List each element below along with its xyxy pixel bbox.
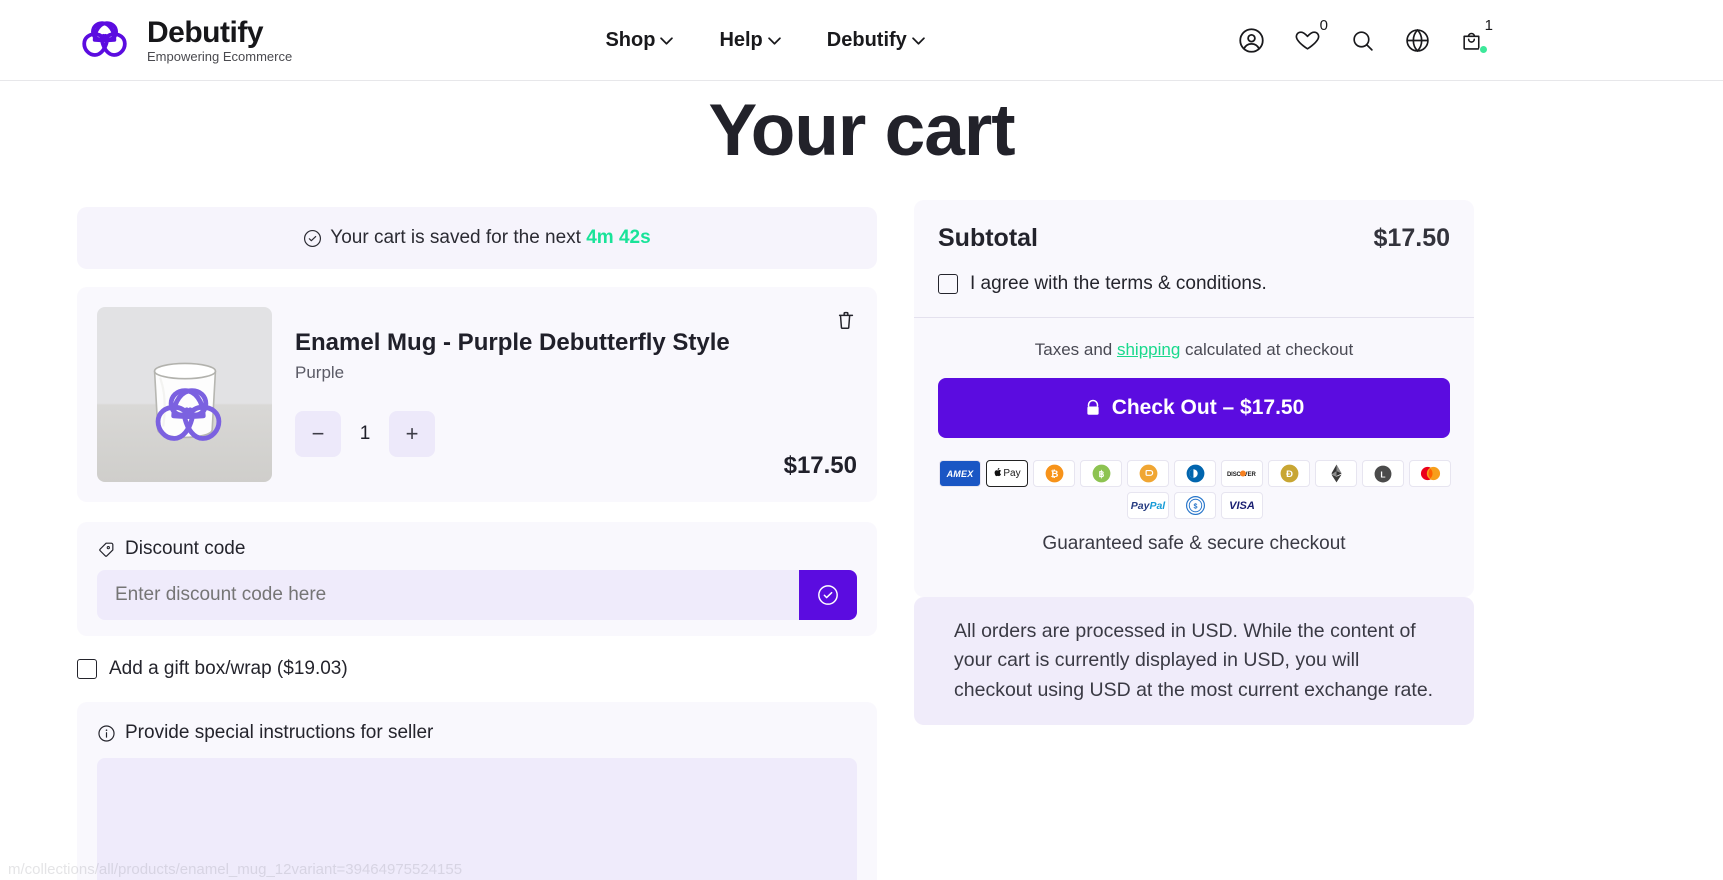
svg-text:₿: ₿ <box>1050 469 1058 480</box>
svg-text:$: $ <box>1193 502 1197 510</box>
svg-text:฿: ฿ <box>1098 469 1104 479</box>
svg-text:DISC: DISC <box>1227 472 1242 478</box>
svg-text:Ð: Ð <box>1286 469 1293 480</box>
svg-text:L: L <box>1380 469 1385 479</box>
